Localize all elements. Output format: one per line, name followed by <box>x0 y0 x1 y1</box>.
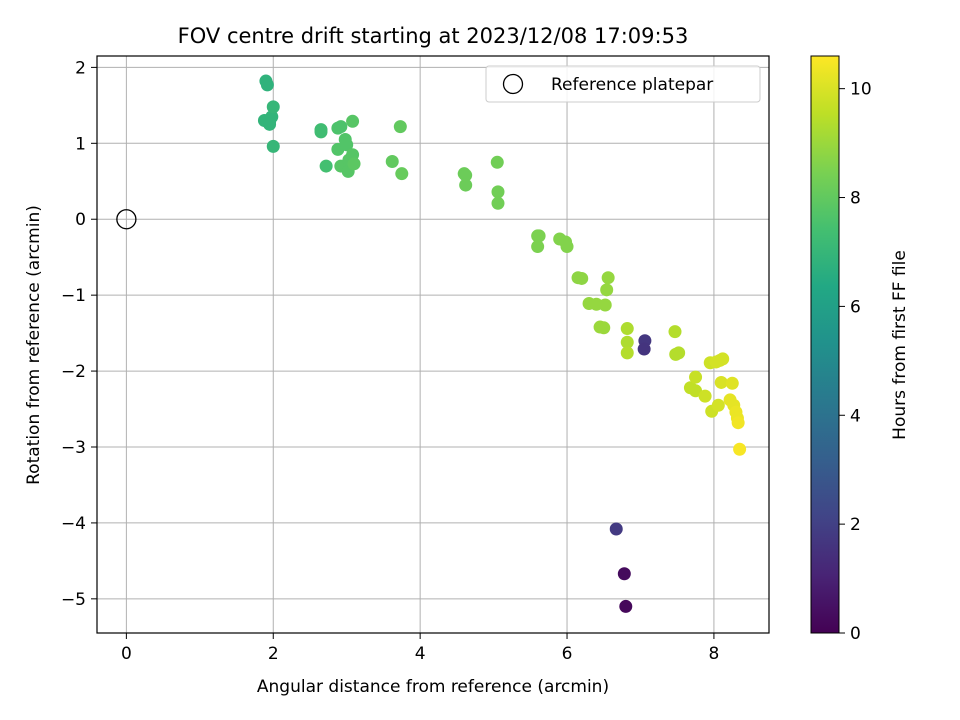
legend-open-circle-icon <box>502 73 524 95</box>
data-point <box>385 155 399 169</box>
colorbar-tick-label: 0 <box>850 624 861 644</box>
data-point <box>459 168 473 182</box>
data-point <box>617 567 631 581</box>
data-point <box>260 78 274 92</box>
data-points <box>257 74 747 613</box>
data-point <box>619 599 633 613</box>
data-point <box>531 240 545 254</box>
data-point <box>600 283 614 297</box>
data-point <box>334 120 348 134</box>
y-tick-label: 2 <box>75 58 86 78</box>
colorbar-tick-label: 6 <box>850 297 861 317</box>
colorbar-tick-label: 8 <box>850 189 861 209</box>
data-point <box>347 157 361 171</box>
grid <box>97 56 769 633</box>
legend-box <box>485 65 761 103</box>
colorbar-ticks: 0 2 4 6 8 10 <box>839 80 872 644</box>
data-point <box>319 159 333 173</box>
data-point <box>733 442 747 456</box>
data-point <box>714 375 728 389</box>
data-point <box>689 384 703 398</box>
data-point <box>609 522 623 536</box>
y-tick-label: −3 <box>61 438 86 458</box>
data-point <box>725 376 739 390</box>
data-point <box>689 370 703 384</box>
data-point <box>637 342 651 356</box>
data-point <box>532 229 546 243</box>
data-point <box>575 271 589 285</box>
y-axis-ticks: −5 −4 −3 −2 −1 0 1 2 <box>61 58 97 610</box>
data-point <box>672 346 686 360</box>
x-tick-label: 6 <box>562 644 573 664</box>
colorbar-tick-label: 2 <box>850 515 861 535</box>
data-point <box>601 271 615 285</box>
colorbar: 0 2 4 6 8 10 Hours from first FF file <box>810 55 910 644</box>
data-point <box>266 100 280 114</box>
data-point <box>620 335 634 349</box>
data-point <box>731 416 745 430</box>
y-tick-label: 1 <box>75 134 86 154</box>
data-point <box>266 139 280 153</box>
x-tick-label: 4 <box>415 644 426 664</box>
data-point <box>716 352 730 366</box>
data-point <box>668 325 682 339</box>
data-point <box>491 185 505 199</box>
data-point <box>340 138 354 152</box>
data-point <box>711 398 725 412</box>
data-point <box>314 125 328 139</box>
data-point <box>620 346 634 360</box>
plot-area-frame <box>96 55 770 634</box>
colorbar-gradient <box>810 55 840 634</box>
data-point <box>395 167 409 181</box>
x-tick-label: 2 <box>268 644 279 664</box>
data-point <box>263 117 277 131</box>
data-point <box>698 389 712 403</box>
data-point <box>597 321 611 335</box>
data-point <box>620 322 634 336</box>
colorbar-label: Hours from first FF file <box>890 250 910 440</box>
x-tick-label: 8 <box>709 644 720 664</box>
y-tick-label: −4 <box>61 514 86 534</box>
y-tick-label: −1 <box>61 286 86 306</box>
y-tick-label: −5 <box>61 590 86 610</box>
y-axis-label: Rotation from reference (arcmin) <box>24 205 44 485</box>
y-tick-label: −2 <box>61 362 86 382</box>
y-tick-label: 0 <box>75 210 86 230</box>
legend-label: Reference platepar <box>551 75 713 95</box>
data-point <box>393 120 407 134</box>
x-axis-ticks: 0 2 4 6 8 <box>121 633 719 664</box>
legend: Reference platepar <box>485 65 761 103</box>
colorbar-tick-label: 4 <box>850 406 861 426</box>
data-point <box>459 178 473 192</box>
data-point <box>598 298 612 312</box>
data-point <box>346 114 360 128</box>
x-axis-label: Angular distance from reference (arcmin) <box>257 677 609 697</box>
data-point <box>491 196 505 210</box>
data-point <box>560 240 574 254</box>
chart-title: FOV centre drift starting at 2023/12/08 … <box>178 24 689 48</box>
colorbar-tick-label: 10 <box>850 80 872 100</box>
x-tick-label: 0 <box>121 644 132 664</box>
data-point <box>490 155 504 169</box>
reference-platepar-marker <box>116 209 137 230</box>
